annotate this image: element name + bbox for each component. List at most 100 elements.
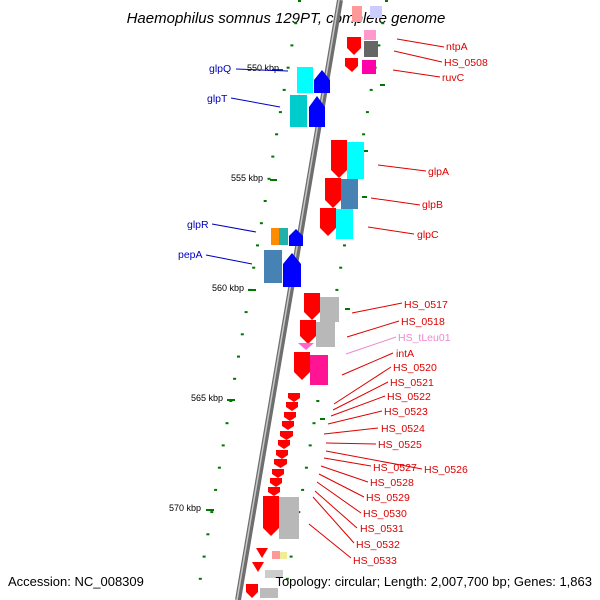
small-gene-arrow[interactable]: [282, 421, 294, 430]
label-glpC[interactable]: glpC: [367, 226, 439, 241]
label-HS_0523[interactable]: HS_0523: [327, 406, 428, 425]
gene-block-glpC-cyan[interactable]: [336, 209, 353, 239]
label-ntpA[interactable]: ntpA: [396, 38, 468, 53]
gene-block-bottom-grey[interactable]: [265, 570, 283, 578]
scale-dot: [221, 444, 225, 447]
kbp-tick-555: 555 kbp: [231, 173, 277, 183]
small-gene-arrow[interactable]: [280, 431, 293, 440]
label-glpA[interactable]: glpA: [377, 164, 449, 178]
label-HS_0526[interactable]: HS_0526: [325, 450, 468, 476]
scale-dot: [278, 111, 282, 114]
gene-arrow-glpQ-blue[interactable]: [314, 70, 330, 93]
label-HS_0520[interactable]: HS_0520: [333, 362, 437, 405]
scale-dot: [308, 444, 312, 447]
gene-block-glpR-orange[interactable]: [271, 228, 279, 245]
gene-arrow-glpQ-cyan[interactable]: [297, 67, 313, 93]
gene-block-pepA-steel[interactable]: [264, 250, 282, 283]
label-glpQ[interactable]: glpQ: [209, 63, 289, 75]
label-glpB[interactable]: glpB: [370, 197, 443, 211]
gene-block-glpA-cyan[interactable]: [347, 142, 364, 179]
small-gene-arrow[interactable]: [276, 450, 288, 459]
label-HS_0532-text: HS_0532: [356, 539, 400, 551]
gene-block-ruvC[interactable]: [362, 60, 376, 74]
gene-arrow-top-lightblue[interactable]: [370, 6, 382, 18]
label-HS_0528[interactable]: HS_0528: [320, 465, 414, 489]
gene-block-HS_0532-salmon[interactable]: [272, 551, 280, 559]
gene-arrow-ruvC[interactable]: [345, 58, 358, 72]
gene-arrow-intA[interactable]: [294, 352, 310, 380]
label-HS_0527-text: HS_0527: [373, 462, 417, 474]
label-HS_0525[interactable]: HS_0525: [325, 439, 422, 451]
gene-arrow-top-red[interactable]: [352, 6, 362, 22]
scale-dot: [237, 355, 240, 358]
label-HS_0524[interactable]: HS_0524: [323, 423, 425, 435]
label-HS_0529[interactable]: HS_0529: [318, 473, 410, 504]
label-pepA[interactable]: pepA: [178, 249, 253, 265]
scale-dot: [362, 133, 366, 136]
small-gene-arrow[interactable]: [272, 469, 284, 478]
gene-arrow-HS_0532[interactable]: [256, 548, 268, 558]
gene-arrow-glpC-red[interactable]: [320, 208, 336, 236]
gene-block-glpB-steel[interactable]: [341, 179, 358, 209]
small-gene-arrow[interactable]: [278, 440, 290, 449]
gene-arrow-ntpA[interactable]: [347, 37, 361, 55]
label-HS_0530[interactable]: HS_0530: [316, 481, 407, 520]
footer-accession: Accession: NC_008309: [8, 574, 144, 589]
scale-dot: [225, 422, 229, 425]
gene-arrow-HS_0531[interactable]: [263, 496, 279, 536]
gene-arrow-pepA-blue[interactable]: [283, 253, 301, 287]
gene-arrow-HS_0533[interactable]: [252, 562, 264, 572]
gene-arrow-glpR-blue[interactable]: [289, 229, 303, 246]
small-gene-arrow[interactable]: [268, 487, 280, 496]
scale-dot: [294, 22, 298, 25]
label-glpT[interactable]: glpT: [207, 93, 281, 108]
gene-block-intA-magenta[interactable]: [310, 355, 328, 385]
gene-block-ntpA-pink[interactable]: [364, 30, 376, 40]
label-HS_0533-text: HS_0533: [353, 555, 397, 567]
label-ruvC-text: ruvC: [442, 72, 465, 84]
scale-dot: [385, 0, 388, 2]
scale-dot: [335, 288, 339, 291]
gene-arrow-glpB-red[interactable]: [325, 178, 341, 208]
small-gene-arrow[interactable]: [284, 412, 296, 421]
label-ruvC[interactable]: ruvC: [392, 69, 465, 84]
gene-block-HS_0518-grey[interactable]: [316, 322, 335, 347]
label-HS_0522[interactable]: HS_0522: [330, 391, 431, 417]
footer-summary: Topology: circular; Length: 2,007,700 bp…: [275, 574, 592, 589]
small-gene-arrow[interactable]: [274, 459, 287, 468]
scale-dot: [198, 577, 202, 580]
gene-block-HS_0517-grey[interactable]: [320, 297, 339, 322]
label-pepA-text: pepA: [178, 249, 203, 261]
label-HS_0533[interactable]: HS_0533: [308, 523, 397, 567]
gene-arrow-glpA-red[interactable]: [331, 140, 347, 178]
gene-arrow-glpT-cyan[interactable]: [290, 95, 307, 127]
small-gene-arrow[interactable]: [288, 393, 300, 402]
label-glpB-text: glpB: [422, 199, 443, 211]
scale-dot: [252, 266, 256, 269]
label-HS_0527[interactable]: HS_0527: [323, 457, 417, 474]
scale-dot: [298, 0, 301, 2]
label-glpR[interactable]: glpR: [187, 219, 257, 233]
gene-block-HS_0508[interactable]: [364, 41, 378, 57]
label-HS_0508[interactable]: HS_0508: [393, 50, 488, 69]
gene-block-bottom-grey2[interactable]: [260, 588, 278, 598]
gene-block-HS_0532-yellow[interactable]: [280, 552, 287, 559]
gene-arrow-HS_tLeu01[interactable]: [298, 343, 314, 350]
small-gene-arrow[interactable]: [270, 478, 282, 487]
gene-arrow-bottom-red[interactable]: [246, 584, 258, 598]
label-HS_0518[interactable]: HS_0518: [346, 316, 445, 338]
label-intA[interactable]: intA: [341, 348, 414, 376]
gene-arrow-glpT-blue[interactable]: [309, 96, 325, 127]
label-HS_0517[interactable]: HS_0517: [351, 299, 448, 314]
label-HS_tLeu01[interactable]: HS_tLeu01: [345, 332, 451, 355]
label-HS_0532[interactable]: HS_0532: [312, 496, 400, 551]
gene-block-HS_0531-grey[interactable]: [279, 497, 299, 539]
label-HS_0521[interactable]: HS_0521: [332, 377, 434, 411]
label-HS_0531[interactable]: HS_0531: [314, 490, 404, 535]
scale-dot: [343, 244, 346, 247]
small-gene-arrow[interactable]: [286, 402, 298, 411]
gene-block-glpR-teal[interactable]: [279, 228, 288, 245]
label-HS_0531-text: HS_0531: [360, 523, 404, 535]
gene-arrow-HS_0518[interactable]: [300, 320, 316, 344]
gene-arrow-HS_0517[interactable]: [304, 293, 320, 320]
